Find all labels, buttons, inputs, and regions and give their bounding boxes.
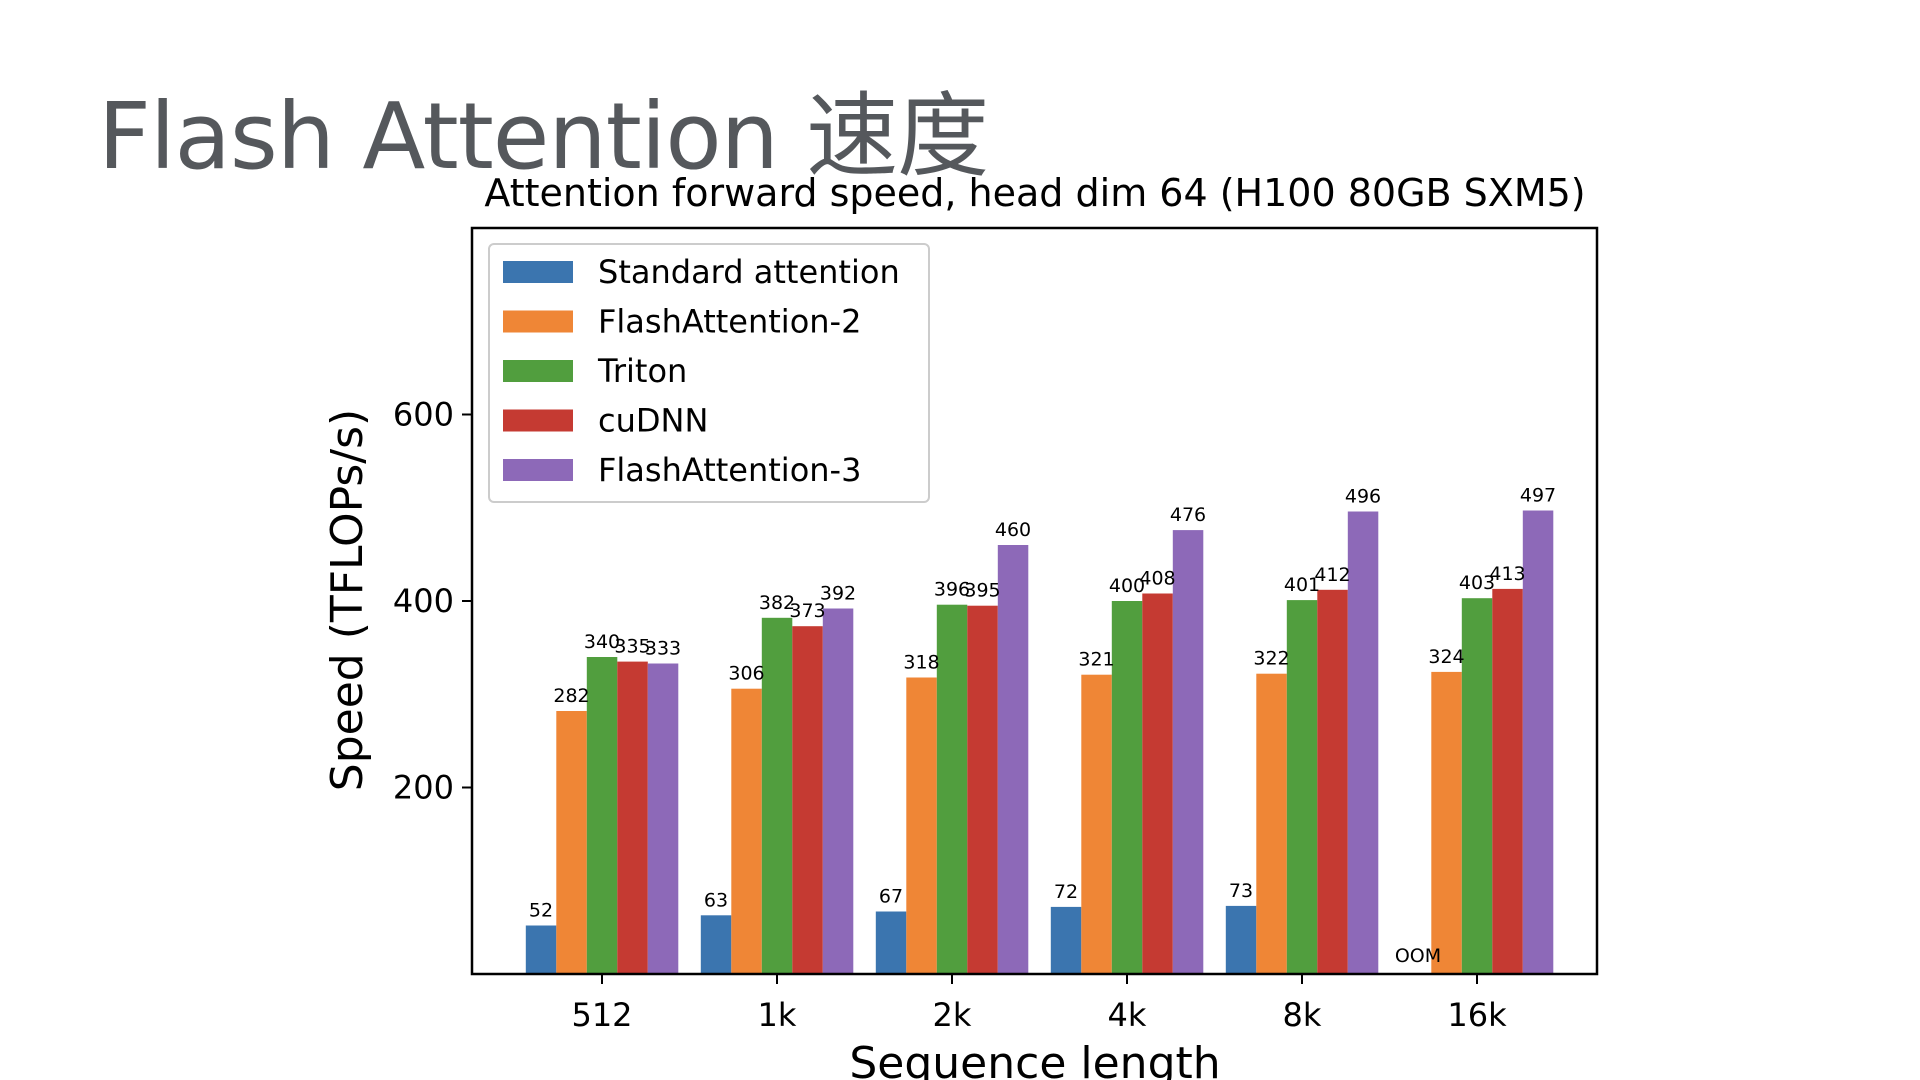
bar — [1225, 905, 1257, 974]
x-tick-label: 4k — [1108, 996, 1147, 1034]
bar-value-label: 408 — [1139, 568, 1175, 590]
bar — [822, 608, 854, 974]
bar-value-label: 67 — [879, 886, 903, 908]
bar-value-label: 335 — [614, 636, 650, 658]
bar-value-label: 63 — [704, 889, 728, 911]
bar — [1256, 673, 1287, 974]
bar-value-label: 413 — [1489, 563, 1525, 585]
bar-value-label: 306 — [728, 663, 764, 685]
x-tick-label: 1k — [758, 996, 797, 1034]
bar-value-label: 72 — [1054, 881, 1078, 903]
bar — [1172, 530, 1204, 974]
bar — [1461, 598, 1493, 974]
x-tick-label: 512 — [571, 996, 632, 1034]
y-axis-label: Speed (TFLOPs/s) — [322, 409, 373, 791]
bar-value-label: 382 — [759, 592, 795, 614]
bar-value-label: 52 — [529, 900, 553, 922]
bar — [556, 711, 587, 974]
legend-swatch — [503, 360, 573, 382]
bar-value-label: 395 — [964, 580, 1000, 602]
bar-value-label: 340 — [584, 631, 620, 653]
bar — [700, 915, 732, 974]
bar — [647, 663, 679, 974]
bar — [1050, 906, 1082, 974]
x-axis-label: Sequence length — [849, 1038, 1220, 1080]
bar — [1347, 511, 1379, 974]
bars-group — [525, 510, 1554, 974]
bar — [875, 911, 907, 974]
bar-value-label: 322 — [1253, 648, 1289, 670]
bar-value-label: 497 — [1520, 485, 1556, 507]
bar — [731, 688, 762, 974]
bar-value-label: 321 — [1078, 649, 1114, 671]
x-tick-label: 2k — [933, 996, 972, 1034]
legend-label: cuDNN — [598, 402, 708, 440]
legend-swatch — [503, 261, 573, 283]
bar-value-label: 476 — [1170, 504, 1206, 526]
legend-frame — [488, 243, 930, 503]
x-tick-label: 16k — [1447, 996, 1507, 1034]
bar — [1081, 674, 1112, 974]
bar — [936, 604, 968, 974]
bar — [761, 617, 793, 974]
bar-value-label: 333 — [645, 638, 681, 660]
bar — [792, 626, 823, 974]
legend-swatch — [503, 459, 573, 481]
bar — [525, 925, 557, 974]
bar — [906, 677, 937, 974]
legend-swatch — [503, 409, 573, 432]
legend-label: FlashAttention-3 — [598, 451, 861, 489]
bar-value-label: 403 — [1459, 572, 1495, 594]
bar-value-label: 318 — [903, 652, 939, 674]
bar — [1286, 600, 1318, 974]
bar-value-label: 400 — [1109, 575, 1145, 597]
bar — [1142, 593, 1173, 974]
slide-title: Flash Attention 速度 — [98, 83, 989, 190]
legend: Standard attention FlashAttention-2 Triton… — [488, 243, 930, 503]
legend-label: Standard attention — [598, 253, 900, 291]
chart-title: Attention forward speed, head dim 64 (H1… — [484, 171, 1585, 215]
y-tick-label: 600 — [393, 396, 454, 434]
bar — [1522, 510, 1554, 974]
y-axis: 200 400 600 — [393, 396, 472, 807]
bar — [997, 545, 1029, 974]
bar-value-label: 373 — [789, 600, 825, 622]
legend-label: FlashAttention-2 — [598, 303, 861, 341]
bar — [1492, 588, 1523, 974]
legend-label: Triton — [597, 352, 687, 390]
bar — [617, 661, 648, 974]
bar-value-label: 73 — [1229, 880, 1253, 902]
x-axis: 512 1k 2k 4k 8k 16k — [571, 974, 1507, 1034]
bar-value-label: 392 — [820, 583, 856, 605]
bar — [1111, 601, 1143, 974]
bar-value-label: 460 — [995, 519, 1031, 541]
bar — [586, 657, 618, 974]
legend-swatch — [503, 310, 573, 333]
x-tick-label: 8k — [1283, 996, 1322, 1034]
bar — [1317, 589, 1348, 974]
bar-value-label: OOM — [1395, 945, 1441, 967]
bar-value-label: 496 — [1345, 486, 1381, 508]
bar-value-label: 282 — [553, 685, 589, 707]
bar-value-label: 401 — [1284, 574, 1320, 596]
bar-value-label: 396 — [934, 579, 970, 601]
y-tick-label: 200 — [393, 769, 454, 807]
bar — [1431, 671, 1462, 974]
y-tick-label: 400 — [393, 582, 454, 620]
bar-value-label: 324 — [1428, 646, 1464, 668]
bar — [967, 605, 998, 974]
bar-value-label: 412 — [1314, 564, 1350, 586]
